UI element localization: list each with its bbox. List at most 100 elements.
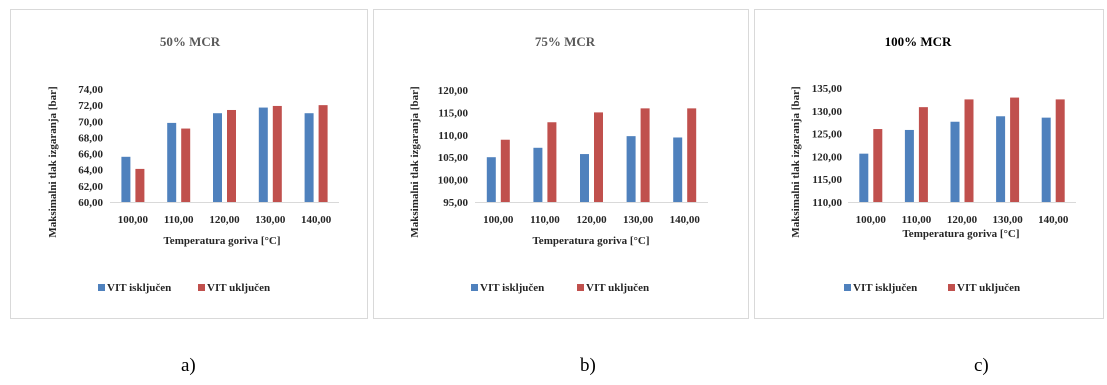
legend-swatch-off	[471, 284, 478, 291]
legend-label-on: VIT uključen	[586, 282, 649, 294]
y-tick-label: 130,00	[812, 106, 843, 118]
bar-vit-off	[673, 137, 683, 202]
bar-vit-on	[687, 108, 697, 202]
x-tick-label: 100,00	[856, 214, 887, 226]
y-tick-label: 110,00	[812, 197, 842, 209]
x-tick-label: 100,00	[483, 214, 514, 226]
x-tick-label: 130,00	[255, 214, 286, 226]
x-tick-label: 120,00	[947, 214, 978, 226]
x-tick-label: 110,00	[902, 214, 932, 226]
y-tick-label: 100,00	[438, 175, 469, 187]
y-tick-label: 110,00	[438, 130, 468, 142]
y-tick-label: 105,00	[438, 152, 469, 164]
legend-swatch-on	[577, 284, 584, 291]
chart-a-svg: 50% MCR 60,00 62,00 64,00 66,00 68,00 70,00 72…	[47, 34, 339, 294]
bar-vit-off	[213, 113, 222, 202]
x-tick-label: 120,00	[576, 214, 607, 226]
bar-vit-off	[859, 153, 869, 202]
bar-vit-off	[580, 154, 589, 202]
bar-vit-off	[486, 157, 496, 202]
y-tick-label: 120,00	[438, 85, 469, 97]
y-tick-label: 66,00	[78, 149, 103, 161]
y-tick-label: 62,00	[78, 181, 103, 193]
legend-swatch-on	[948, 284, 955, 291]
bar-vit-off	[626, 136, 636, 202]
y-tick-label: 74,00	[78, 84, 103, 96]
bar-vit-off	[996, 116, 1006, 202]
bar-vit-off	[1041, 117, 1051, 202]
legend: VIT isključen VIT uključen	[844, 282, 1020, 294]
bar-vit-off	[950, 121, 960, 202]
x-ticks: 100,00 110,00 120,00 130,00 140,00	[856, 214, 1069, 226]
y-ticks: 95,00 100,00 105,00 110,00 115,00 120,00	[438, 85, 469, 209]
y-tick-label: 115,00	[812, 174, 842, 186]
y-axis-label: Maksimalni tlak izgaranja [bar]	[47, 86, 59, 237]
legend-label-off: VIT isključen	[107, 282, 171, 294]
bar-vit-off	[121, 156, 131, 202]
x-tick-label: 100,00	[118, 214, 149, 226]
chart-b-svg: 75% MCR 95,00 100,00 105,00 110,00 115,00 120…	[409, 34, 708, 294]
legend: VIT isključen VIT uključen	[98, 282, 270, 294]
bars	[486, 108, 697, 202]
bar-vit-on	[873, 129, 883, 202]
bar-vit-on	[594, 112, 603, 202]
x-axis-label: Temperatura goriva [°C]	[902, 228, 1019, 240]
chart-panel-a: 50% MCR 60,00 62,00 64,00 66,00 68,00 70,00 72…	[10, 9, 368, 319]
bar-vit-on	[181, 128, 191, 202]
bar-vit-on	[547, 122, 557, 202]
bar-vit-off	[258, 107, 268, 202]
bar-vit-on	[500, 139, 510, 202]
y-axis-label: Maksimalni tlak izgaranja [bar]	[409, 86, 421, 237]
bar-vit-off	[533, 147, 543, 202]
legend-swatch-off	[98, 284, 105, 291]
legend-label-off: VIT isključen	[480, 282, 544, 294]
y-tick-label: 70,00	[78, 116, 103, 128]
legend-swatch-off	[844, 284, 851, 291]
y-tick-label: 68,00	[78, 132, 103, 144]
bar-vit-off	[904, 129, 914, 202]
x-axis-label: Temperatura goriva [°C]	[163, 235, 280, 247]
legend: VIT isključen VIT uključen	[471, 282, 649, 294]
bar-vit-on	[918, 107, 928, 202]
legend-label-off: VIT isključen	[853, 282, 917, 294]
y-tick-label: 115,00	[438, 107, 468, 119]
bar-vit-on	[318, 105, 328, 202]
y-tick-label: 135,00	[812, 83, 843, 95]
x-axis-label: Temperatura goriva [°C]	[532, 235, 649, 247]
y-tick-label: 120,00	[812, 151, 843, 163]
bar-vit-on	[135, 168, 145, 202]
bar-vit-on	[964, 99, 974, 202]
y-ticks: 60,00 62,00 64,00 66,00 68,00 70,00 72,00 74,00	[78, 84, 103, 209]
legend-label-on: VIT uključen	[207, 282, 270, 294]
y-tick-label: 125,00	[812, 129, 843, 141]
caption-a: a)	[181, 355, 196, 376]
x-tick-label: 110,00	[530, 214, 560, 226]
bar-vit-off	[304, 113, 314, 202]
bar-vit-on	[1055, 99, 1065, 202]
y-tick-label: 95,00	[443, 197, 468, 209]
x-tick-label: 140,00	[670, 214, 701, 226]
x-tick-label: 140,00	[1038, 214, 1069, 226]
x-ticks: 100,00 110,00 120,00 130,00 140,00	[483, 214, 700, 226]
bar-vit-on	[272, 105, 282, 202]
y-tick-label: 72,00	[78, 100, 103, 112]
x-tick-label: 120,00	[209, 214, 240, 226]
chart-title: 100% MCR	[885, 34, 952, 49]
legend-label-on: VIT uključen	[957, 282, 1020, 294]
chart-c-svg: 100% MCR 110,00115,00120,00125,00130,001…	[790, 34, 1076, 294]
bar-vit-on	[227, 109, 236, 202]
chart-panel-c: 100% MCR 110,00 115,00 120,00 125,00 130,00 1…	[754, 9, 1104, 319]
bars	[859, 97, 1065, 202]
x-ticks: 100,00 110,00 120,00 130,00 140,00	[118, 214, 332, 226]
bar-vit-on	[1010, 97, 1020, 202]
x-tick-label: 110,00	[164, 214, 194, 226]
x-tick-label: 130,00	[992, 214, 1023, 226]
bars	[121, 105, 328, 202]
chart-panel-b: 75% MCR 95,00 100,00 105,00 110,00 115,00 120…	[373, 9, 749, 319]
y-tick-label: 64,00	[78, 165, 103, 177]
y-ticks: 110,00 115,00 120,00 125,00 130,00 135,00	[812, 83, 843, 209]
bar-vit-on	[640, 108, 650, 202]
chart-title: 50% MCR	[160, 34, 221, 49]
caption-b: b)	[580, 355, 596, 376]
legend-swatch-on	[198, 284, 205, 291]
